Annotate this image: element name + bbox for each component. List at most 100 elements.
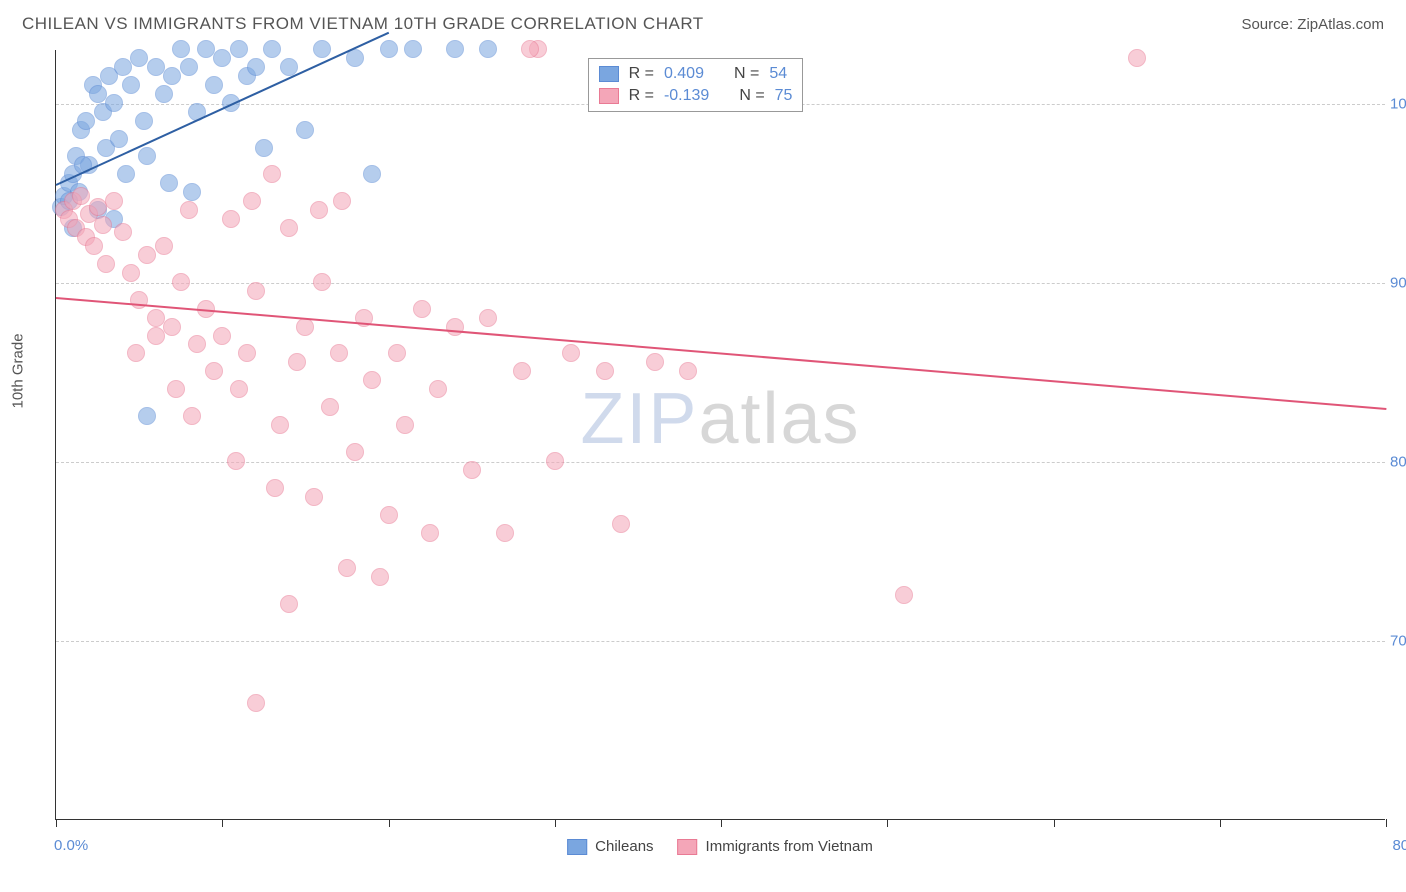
data-point [197,40,215,58]
legend: Chileans Immigrants from Vietnam [567,838,873,855]
r-label: R = [629,65,654,83]
legend-swatch [567,839,587,855]
n-value: 75 [775,87,793,105]
data-point [446,40,464,58]
chart-area: ZIPatlas 100.0%90.0%80.0%70.0%0.0%80.0%R… [55,50,1385,820]
data-point [263,40,281,58]
chart-title: CHILEAN VS IMMIGRANTS FROM VIETNAM 10TH … [22,14,704,34]
data-point [180,201,198,219]
data-point [147,327,165,345]
data-point [122,76,140,94]
data-point [263,165,281,183]
n-label: N = [739,87,764,105]
data-point [163,318,181,336]
y-tick-label: 80.0% [1390,453,1406,470]
stats-row: R = 0.409 N = 54 [599,63,793,85]
x-tick [56,819,57,827]
data-point [230,40,248,58]
n-value: 54 [769,65,787,83]
data-point [513,362,531,380]
data-point [105,192,123,210]
legend-label: Chileans [595,838,653,855]
data-point [114,223,132,241]
data-point [110,130,128,148]
data-point [413,300,431,318]
data-point [85,237,103,255]
data-point [167,380,185,398]
data-point [321,398,339,416]
x-tick [389,819,390,827]
series-swatch [599,66,619,82]
data-point [895,586,913,604]
data-point [105,94,123,112]
x-tick [555,819,556,827]
grid-line [56,462,1385,463]
r-value: 0.409 [664,65,704,83]
data-point [114,58,132,76]
stats-row: R = -0.139 N = 75 [599,85,793,107]
data-point [163,67,181,85]
plot-area: ZIPatlas 100.0%90.0%80.0%70.0%0.0%80.0%R… [55,50,1385,820]
data-point [380,506,398,524]
data-point [479,40,497,58]
data-point [280,219,298,237]
data-point [429,380,447,398]
data-point [89,85,107,103]
chart-source: Source: ZipAtlas.com [1241,16,1384,33]
data-point [117,165,135,183]
r-label: R = [629,87,654,105]
x-tick [1220,819,1221,827]
data-point [296,121,314,139]
data-point [421,524,439,542]
data-point [371,568,389,586]
data-point [280,595,298,613]
chart-header: CHILEAN VS IMMIGRANTS FROM VIETNAM 10TH … [0,0,1406,44]
grid-line [56,641,1385,642]
data-point [213,327,231,345]
data-point [596,362,614,380]
r-value: -0.139 [664,87,709,105]
data-point [310,201,328,219]
watermark: ZIPatlas [580,378,860,460]
n-label: N = [734,65,759,83]
data-point [388,344,406,362]
data-point [183,407,201,425]
x-tick [1054,819,1055,827]
data-point [230,380,248,398]
data-point [247,58,265,76]
data-point [338,559,356,577]
series-swatch [599,88,619,104]
data-point [183,183,201,201]
data-point [346,443,364,461]
x-tick [1386,819,1387,827]
data-point [160,174,178,192]
data-point [479,309,497,327]
data-point [172,273,190,291]
y-tick-label: 70.0% [1390,632,1406,649]
data-point [546,452,564,470]
x-tick [887,819,888,827]
data-point [130,49,148,67]
data-point [266,479,284,497]
data-point [138,147,156,165]
y-tick-label: 100.0% [1390,95,1406,112]
data-point [496,524,514,542]
data-point [247,282,265,300]
data-point [521,40,539,58]
data-point [72,187,90,205]
watermark-atlas: atlas [698,379,860,459]
data-point [333,192,351,210]
stats-box: R = 0.409 N = 54 R = -0.139 N = 75 [588,58,804,112]
data-point [155,85,173,103]
data-point [147,58,165,76]
data-point [172,40,190,58]
data-point [205,362,223,380]
data-point [188,335,206,353]
data-point [380,40,398,58]
data-point [227,452,245,470]
data-point [135,112,153,130]
data-point [247,694,265,712]
legend-item: Immigrants from Vietnam [678,838,873,855]
data-point [243,192,261,210]
data-point [238,344,256,362]
